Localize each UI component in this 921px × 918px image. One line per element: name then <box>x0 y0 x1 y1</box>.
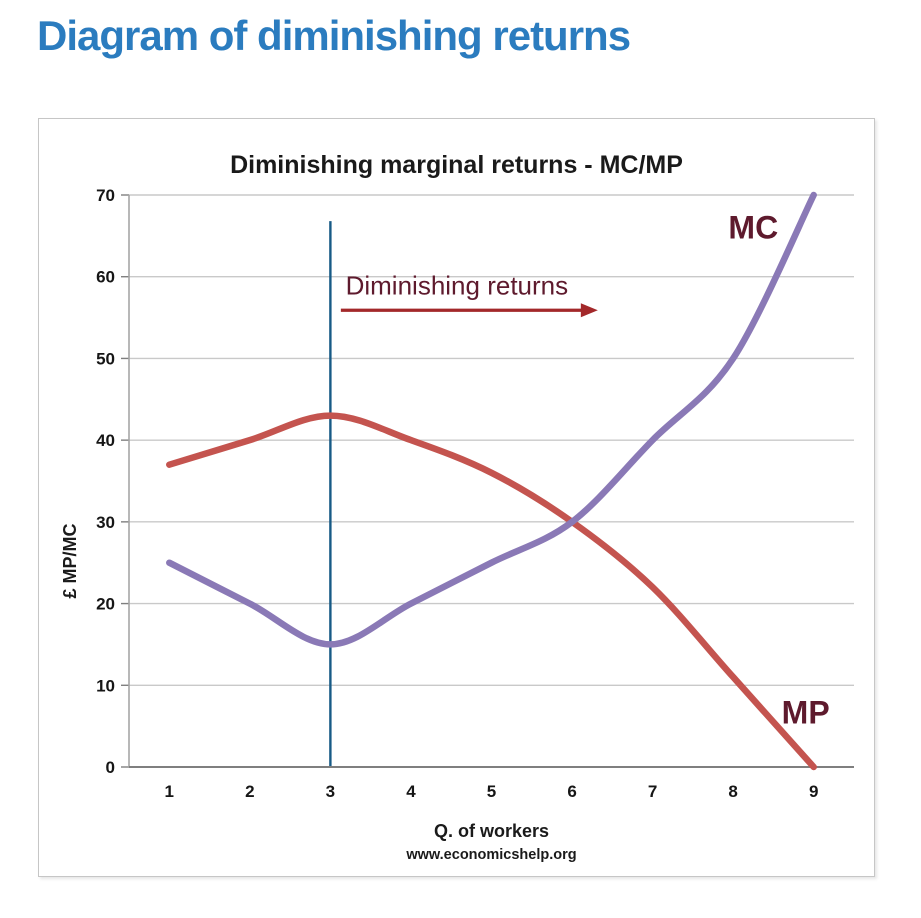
y-tick-label-20: 20 <box>96 595 115 614</box>
mp-curve-label: MP <box>782 694 830 730</box>
y-tick-label-60: 60 <box>96 268 115 287</box>
x-tick-label-4: 4 <box>406 782 416 801</box>
x-tick-label-2: 2 <box>245 782 254 801</box>
y-tick-label-70: 70 <box>96 186 115 205</box>
x-tick-label-9: 9 <box>809 782 818 801</box>
y-tick-label-30: 30 <box>96 513 115 532</box>
x-tick-label-6: 6 <box>567 782 576 801</box>
x-axis-title: Q. of workers <box>434 821 549 841</box>
annotation-text: Diminishing returns <box>346 271 569 301</box>
chart-svg: 0 10 20 30 40 50 60 70 MP MC Diminishing returns 1 2… <box>60 151 854 863</box>
chart-title: Diminishing marginal returns - MC/MP <box>230 151 683 179</box>
annotation-arrow-head <box>580 303 598 318</box>
chart-card: 0 10 20 30 40 50 60 70 MP MC Diminishing returns 1 2… <box>38 118 875 877</box>
mc-curve <box>166 191 817 648</box>
x-tick-label-1: 1 <box>165 782 174 801</box>
y-tick-label-40: 40 <box>96 431 115 450</box>
mc-curve-label: MC <box>728 210 778 246</box>
x-tick-label-3: 3 <box>326 782 335 801</box>
y-axis-title: £ MP/MC <box>60 523 80 598</box>
x-tick-label-8: 8 <box>728 782 737 801</box>
y-tick-label-50: 50 <box>96 349 115 368</box>
x-tick-label-5: 5 <box>487 782 496 801</box>
page-title: Diagram of diminishing returns <box>37 12 631 59</box>
y-tick-label-10: 10 <box>96 676 115 695</box>
footer-url: www.economicshelp.org <box>405 847 576 863</box>
mp-curve <box>166 412 817 771</box>
y-tick-label-0: 0 <box>106 758 115 777</box>
x-tick-label-7: 7 <box>648 782 657 801</box>
